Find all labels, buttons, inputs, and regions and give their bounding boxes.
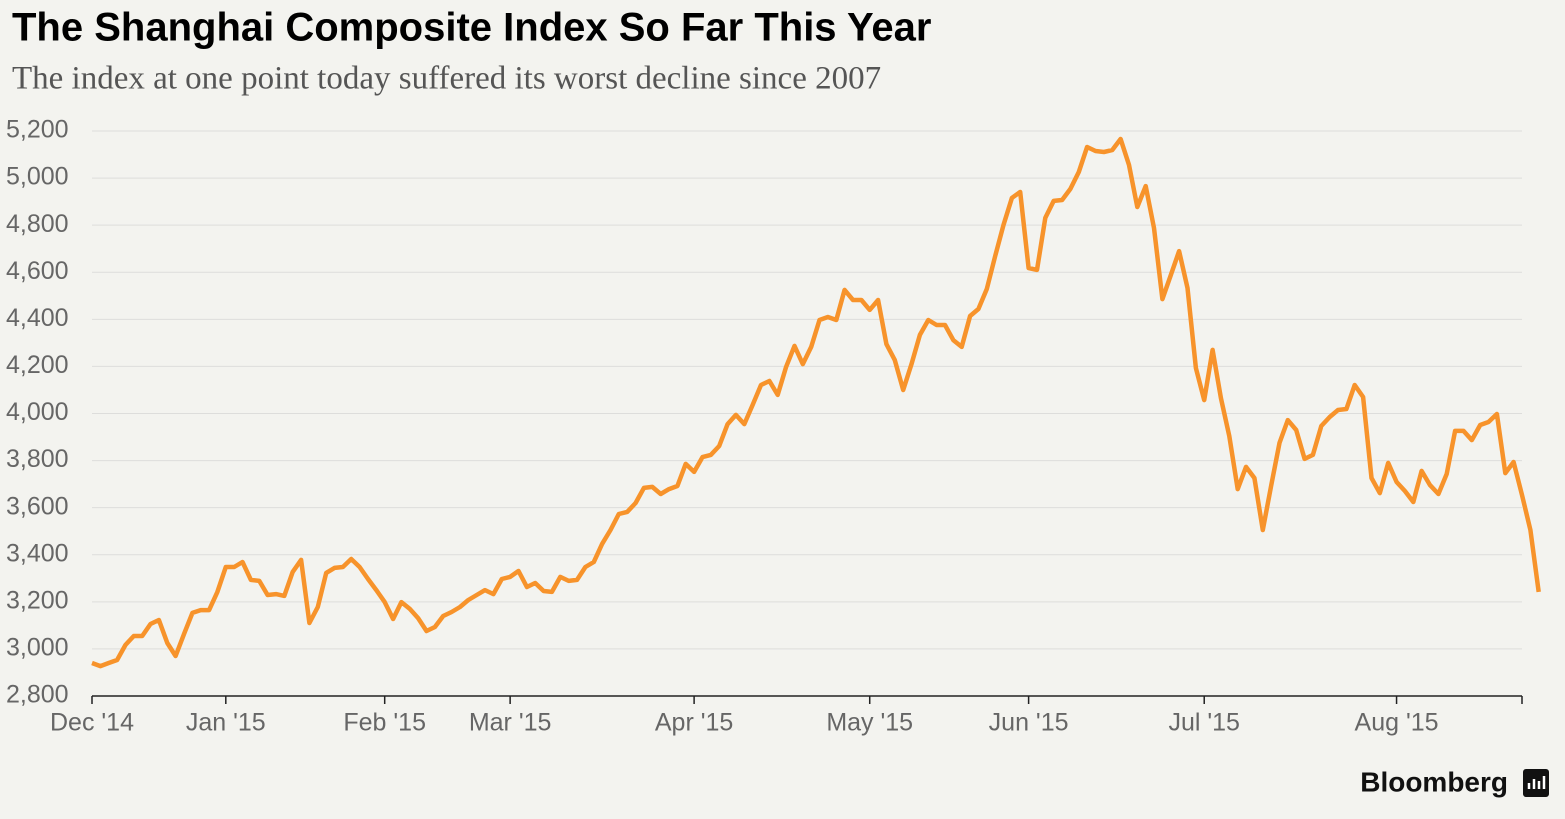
chart-subtitle: The index at one point today suffered it… [12,61,881,97]
x-tick-label: Jul '15 [1168,709,1239,737]
y-tick-label: 3,600 [6,492,69,520]
x-tick-label: Jan '15 [186,709,266,737]
y-tick-label: 3,800 [6,445,69,473]
source: Bloomberg [1360,766,1508,797]
x-tick-label: Mar '15 [469,709,552,737]
x-tick-label: Aug '15 [1355,709,1439,737]
line [91,136,1541,669]
x-tick-label: Jun '15 [989,709,1069,737]
y-tick-label: 4,000 [6,398,69,426]
logo-bars [1527,776,1546,789]
y-tick-label: 5,200 [6,116,69,144]
y-tick-label: 3,200 [6,586,69,614]
chart-title: The Shanghai Composite Index So Far This… [12,6,931,50]
y-tick-label: 5,000 [6,163,69,191]
y-tick-label: 3,400 [6,539,69,567]
x-tick-label: May '15 [826,709,913,737]
y-tick-label: 3,000 [6,634,69,662]
y-tick-label: 4,800 [6,210,69,238]
logo-icon [1523,769,1549,797]
x-tick-label: Apr '15 [655,709,733,737]
x-tick-label: Feb '15 [343,709,426,737]
y-tick-label: 2,800 [6,681,69,709]
y-tick-label: 4,200 [6,351,69,379]
x-tick-label: Dec '14 [50,709,134,737]
y-tick-label: 4,600 [6,257,69,285]
y-tick-label: 4,400 [6,304,69,332]
